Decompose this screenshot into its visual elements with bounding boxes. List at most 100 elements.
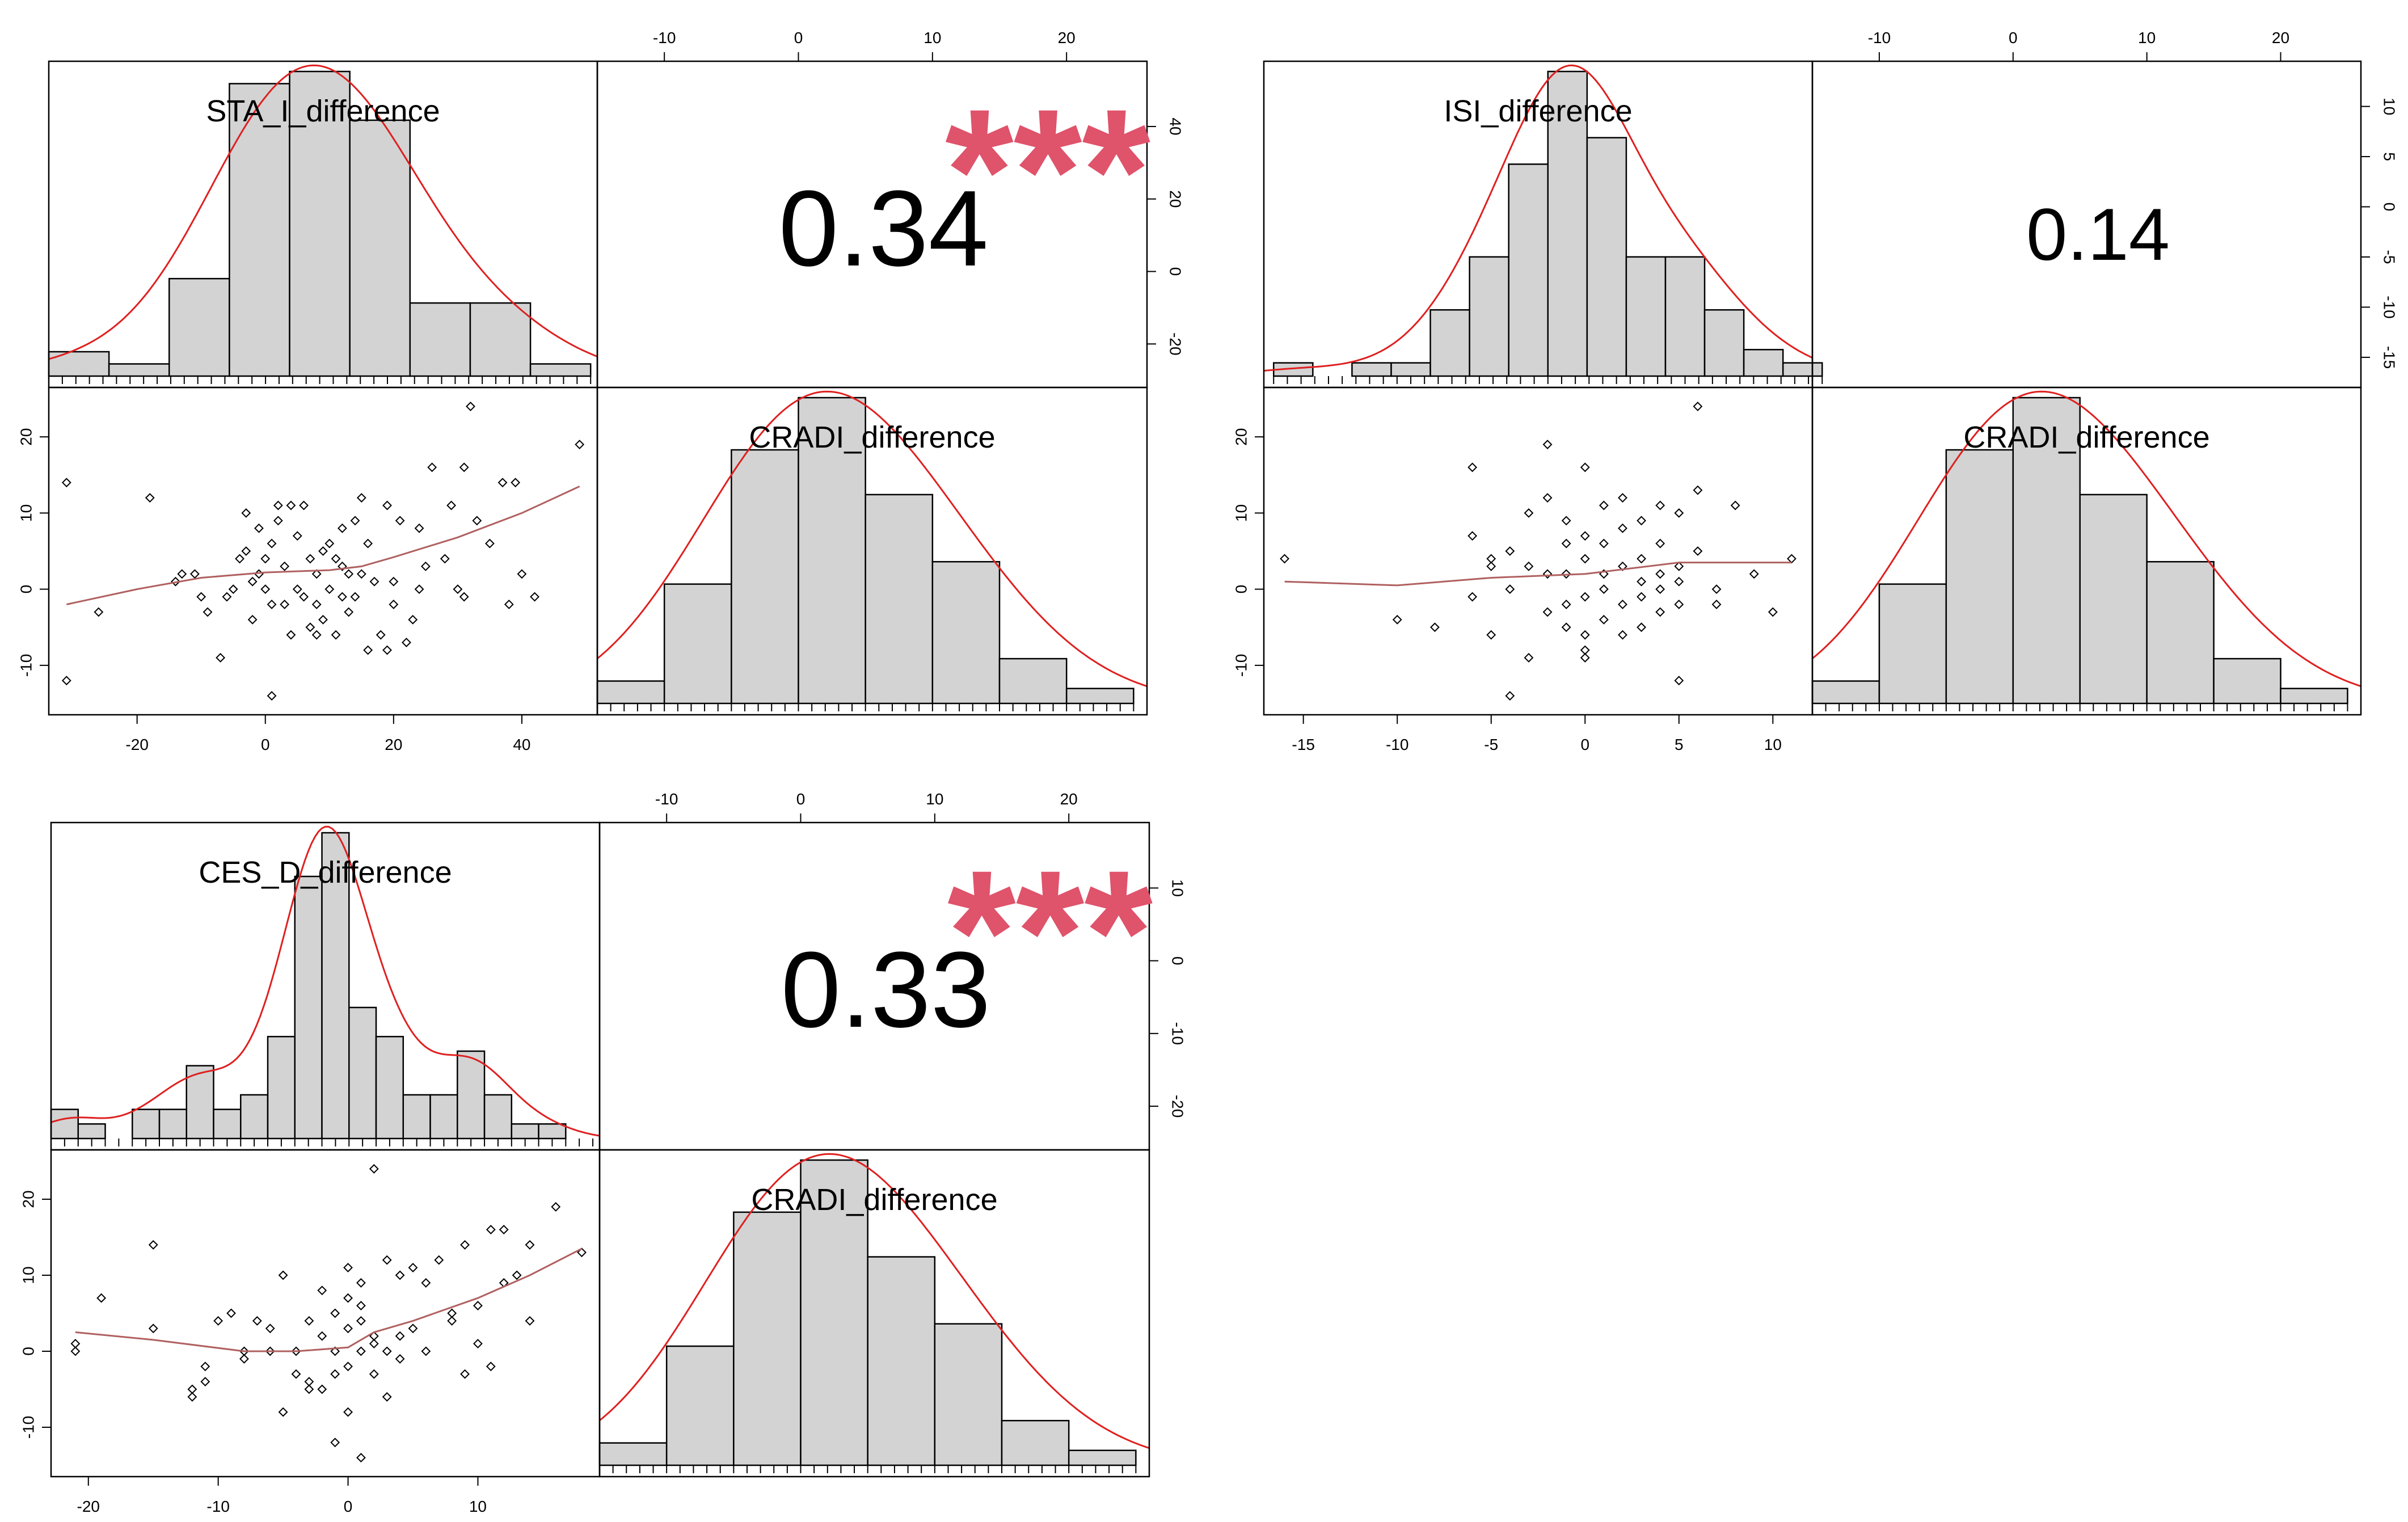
isi-scatter-y-tick-label: -10 [1232, 654, 1250, 677]
sta-scatter-point [402, 638, 411, 648]
sta-scatter-point [408, 614, 418, 625]
sta-scatter-point [356, 493, 366, 503]
isi-right-tick-label: 10 [2381, 98, 2398, 115]
ces-scatter-x-tick-label: -20 [77, 1498, 100, 1515]
sta-scatter-point [376, 630, 386, 640]
ces-scatter-point [473, 1301, 483, 1311]
isi-hist-y-bar [2213, 657, 2282, 705]
ces-scatter-point [499, 1225, 509, 1235]
isi-scatter-point [1637, 592, 1647, 602]
sta-scatter-x-tick-label: 20 [385, 736, 402, 753]
sta-scatter-point [267, 691, 277, 701]
sta-scatter-point [177, 569, 187, 579]
sta-right-tick-label: 40 [1167, 117, 1184, 135]
ces-scatter-point [473, 1339, 483, 1349]
isi-scatter-point [1674, 576, 1684, 587]
sta-hist-y-bar [864, 494, 934, 705]
sta-scatter-point [318, 614, 328, 625]
sta-hist-x-bar [469, 302, 532, 377]
ces-scatter-point [382, 1346, 392, 1356]
isi-hist-x-bar [1625, 256, 1667, 377]
ces-scatter-point [304, 1384, 314, 1394]
isi-scatter-point [1599, 538, 1609, 549]
sta-scatter-point [203, 607, 213, 617]
sta-scatter-point [254, 523, 264, 533]
sta-top-tick-label: 20 [1058, 29, 1076, 47]
sta-hist-x-bar [289, 70, 351, 377]
ces-hist-x-bar [158, 1108, 188, 1140]
isi-hist-y-bar [2146, 560, 2215, 705]
sta-hist-x-density-curve [48, 64, 598, 360]
sta-scatter-point [286, 630, 296, 640]
isi-hist-x-bar [1390, 362, 1431, 377]
ces-scatter-y-tick-label: 0 [19, 1347, 37, 1356]
ces-scatter-point [356, 1346, 366, 1356]
ces-scatter-point [369, 1369, 379, 1379]
ces-scatter-point [96, 1293, 107, 1303]
ces-scatter-point [278, 1407, 288, 1417]
ces-hist-x-bar [483, 1094, 513, 1140]
ces-hist-y-bar [867, 1256, 936, 1466]
ces-scatter-point [447, 1316, 457, 1326]
sta-scatter-point [305, 622, 315, 633]
ces-scatter-point [330, 1437, 340, 1448]
sta-scatter-point [440, 554, 450, 564]
ces-scatter-point [239, 1354, 249, 1364]
isi-scatter-point [1711, 600, 1722, 609]
ces-scatter-point [148, 1323, 158, 1334]
isi-scatter-point [1655, 569, 1665, 579]
ces-scatter-point [291, 1346, 301, 1356]
isi-scatter-y-tick-label: 10 [1232, 504, 1250, 522]
sta-scatter-point [382, 645, 392, 655]
isi-scatter-point [1542, 569, 1553, 579]
isi-scatter-point [1467, 462, 1478, 473]
sta-scatter-point [305, 554, 315, 564]
sta-scatter-point [318, 546, 328, 556]
ces-scatter-point [460, 1369, 470, 1379]
ces-scatter-point [265, 1323, 275, 1334]
sta-scatter-point [427, 462, 437, 473]
isi-top-tick-label: -10 [1868, 29, 1891, 47]
sta-hist-y-bar [663, 583, 732, 705]
ces-top-tick-label: -10 [655, 790, 678, 808]
ces-hist-y-bar [733, 1211, 802, 1466]
sta-scatter-point [222, 592, 232, 602]
ces-scatter-point [200, 1361, 210, 1372]
isi-hist-y-bar [2012, 397, 2081, 705]
sta-scatter-point [414, 584, 424, 595]
ces-scatter-point [369, 1339, 379, 1349]
isi-scatter-point [1637, 554, 1647, 564]
isi-hist-x-density-curve [1263, 64, 1813, 372]
sta-scatter-point [311, 600, 322, 609]
isi-scatter-point [1505, 584, 1515, 595]
ces-scatter-point [356, 1278, 366, 1288]
sta-scatter-point [241, 546, 251, 556]
ces-top-tick-label: 0 [796, 790, 806, 808]
ces-hist-x-bar [132, 1108, 161, 1140]
ces-scatter-smooth-line [75, 1247, 583, 1352]
sta-scatter-point [196, 592, 206, 602]
ces-hist-y-bar [800, 1159, 868, 1466]
sta-scatter-point [338, 561, 347, 571]
sta-scatter-point [356, 569, 366, 579]
sta-scatter-point [331, 630, 341, 640]
sta-scatter-point [61, 478, 71, 488]
isi-scatter-point [1655, 500, 1665, 511]
sta-scatter-point [363, 645, 373, 655]
ces-scatter-point [317, 1384, 327, 1394]
ces-scatter-point [395, 1331, 405, 1341]
sta-scatter-point [517, 569, 527, 579]
isi-scatter-y-tick-label: 0 [1232, 585, 1250, 594]
sta-scatter-x-tick-label: -20 [125, 736, 148, 753]
isi-top-tick-label: 10 [2138, 29, 2156, 47]
isi-scatter-point [1486, 561, 1496, 571]
isi-hist-x-bar [1586, 137, 1627, 377]
sta-scatter-point [267, 600, 277, 609]
ces-hist-x-bar [240, 1094, 269, 1140]
isi-scatter-point [1618, 523, 1627, 533]
ces-scatter-point [356, 1301, 366, 1311]
ces-hist-x-bar [375, 1036, 404, 1140]
isi-hist-x-bar [1469, 256, 1509, 377]
sta-scatter-x-tick-label: 0 [261, 736, 270, 753]
